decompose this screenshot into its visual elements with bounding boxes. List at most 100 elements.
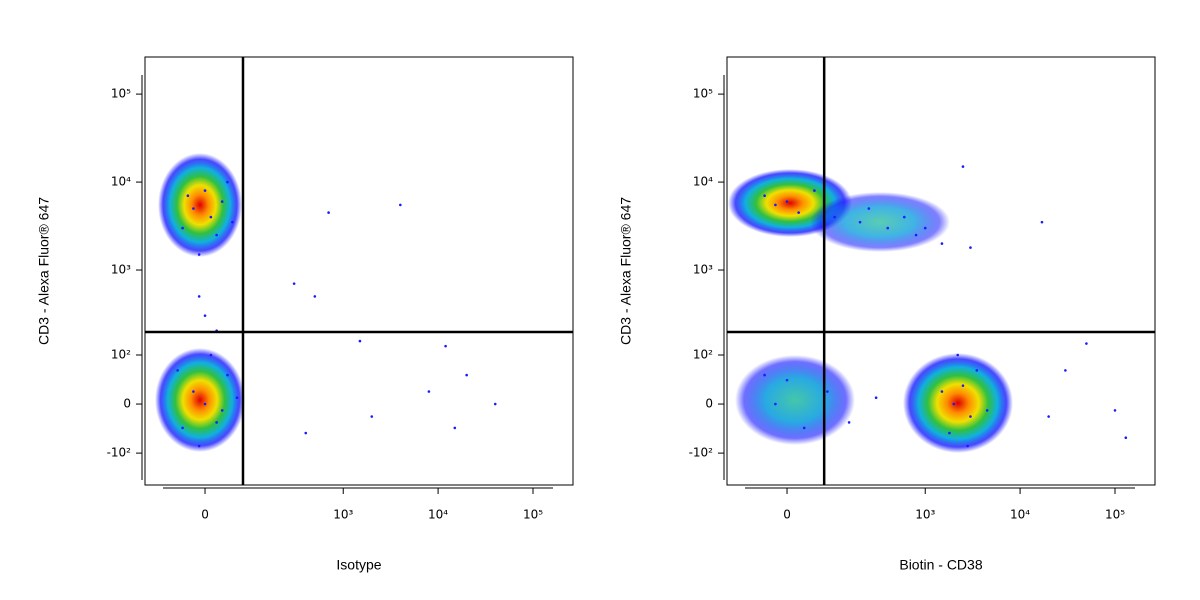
event-dot — [940, 242, 944, 245]
event-dot — [847, 421, 851, 424]
event-dot — [399, 203, 402, 207]
event-dot — [826, 390, 829, 393]
event-dot — [226, 373, 229, 377]
plot-frame — [726, 56, 1156, 486]
event-dot — [226, 180, 229, 184]
event-dot — [220, 409, 224, 412]
event-dot — [235, 396, 239, 400]
event-dot — [358, 339, 362, 343]
y-tick-label: 10⁵ — [693, 87, 713, 101]
x-tick-label: 0 — [783, 508, 791, 522]
event-dot — [192, 390, 195, 393]
event-dot — [444, 344, 447, 348]
event-dot — [923, 226, 927, 230]
event-dot — [1124, 436, 1128, 440]
event-dot — [975, 369, 979, 372]
y-tick-label: 10² — [693, 347, 713, 361]
event-dot — [1113, 409, 1117, 412]
event-dot — [209, 353, 213, 357]
event-dot — [833, 215, 836, 219]
event-dot — [327, 211, 330, 214]
event-dot — [969, 246, 972, 249]
event-dot — [1064, 369, 1067, 372]
event-dot — [886, 226, 890, 230]
y-axis-label: CD3 - Alexa Fluor® 647 — [618, 197, 634, 345]
event-dot — [197, 444, 201, 448]
x-tick-label: 10⁵ — [523, 508, 543, 522]
y-tick-label: 10² — [111, 347, 131, 361]
event-dot — [867, 207, 871, 210]
event-dot — [203, 402, 207, 406]
event-dot — [952, 402, 956, 406]
event-dot — [203, 189, 207, 192]
event-dot — [914, 233, 918, 237]
event-dot — [985, 409, 989, 412]
event-dot — [969, 415, 972, 418]
event-dot — [813, 189, 816, 192]
density-shading — [155, 153, 1013, 453]
event-dot — [940, 390, 944, 393]
y-tick-label: -10² — [107, 446, 132, 460]
event-dot — [948, 431, 951, 435]
event-dot — [802, 426, 806, 430]
y-tick-label: 0 — [705, 397, 713, 411]
event-dot — [774, 203, 777, 207]
event-dot — [370, 415, 374, 418]
event-dot — [763, 194, 766, 198]
event-dot — [785, 378, 789, 382]
event-dot — [453, 426, 457, 430]
event-dot — [313, 295, 317, 298]
y-tick-label: 10³ — [693, 263, 713, 277]
event-dot — [797, 211, 800, 214]
y-tick-label: 0 — [123, 397, 131, 411]
event-dot — [465, 373, 468, 377]
event-dot — [192, 207, 195, 210]
event-dot — [209, 215, 213, 219]
y-tick-label: -10² — [689, 446, 714, 460]
event-dot — [1040, 220, 1044, 224]
x-axis-label: Biotin - CD38 — [899, 557, 982, 573]
event-dot — [231, 220, 234, 224]
x-tick-label: 10³ — [333, 508, 353, 522]
event-dot — [292, 282, 296, 285]
event-dot — [1085, 342, 1088, 345]
event-dot — [427, 390, 431, 393]
x-axis-label: Isotype — [336, 557, 381, 573]
x-tick-label: 10³ — [915, 508, 935, 522]
event-dot — [197, 253, 201, 256]
x-tick-label: 10⁵ — [1105, 508, 1125, 522]
y-tick-label: 10³ — [111, 263, 131, 277]
event-dot — [181, 426, 184, 430]
event-dot — [176, 369, 179, 372]
event-dot — [961, 384, 965, 387]
y-tick-label: 10⁴ — [693, 175, 713, 189]
event-dot — [197, 295, 201, 298]
event-dot — [785, 200, 789, 203]
y-axis-label: CD3 - Alexa Fluor® 647 — [36, 197, 52, 345]
event-dot — [203, 314, 207, 317]
plot-frame — [144, 56, 574, 486]
event-dot — [215, 421, 218, 424]
event-dot — [956, 353, 959, 357]
event-dot — [961, 165, 965, 168]
event-dot — [858, 220, 862, 224]
event-dot — [186, 194, 190, 198]
x-tick-label: 0 — [201, 508, 209, 522]
event-dot — [874, 396, 878, 400]
event-dot — [763, 373, 766, 377]
y-tick-label: 10⁴ — [111, 175, 131, 189]
x-tick-label: 10⁴ — [1010, 508, 1030, 522]
event-dot — [493, 402, 497, 406]
event-dot — [966, 444, 969, 448]
y-tick-label: 10⁵ — [111, 87, 131, 101]
event-dot — [220, 200, 224, 203]
event-dot — [215, 233, 218, 237]
x-tick-label: 10⁴ — [428, 508, 448, 522]
event-dot — [181, 226, 184, 230]
event-dot — [774, 402, 777, 406]
event-dot — [1047, 415, 1050, 418]
event-dot — [304, 431, 308, 435]
event-dot — [902, 215, 906, 219]
